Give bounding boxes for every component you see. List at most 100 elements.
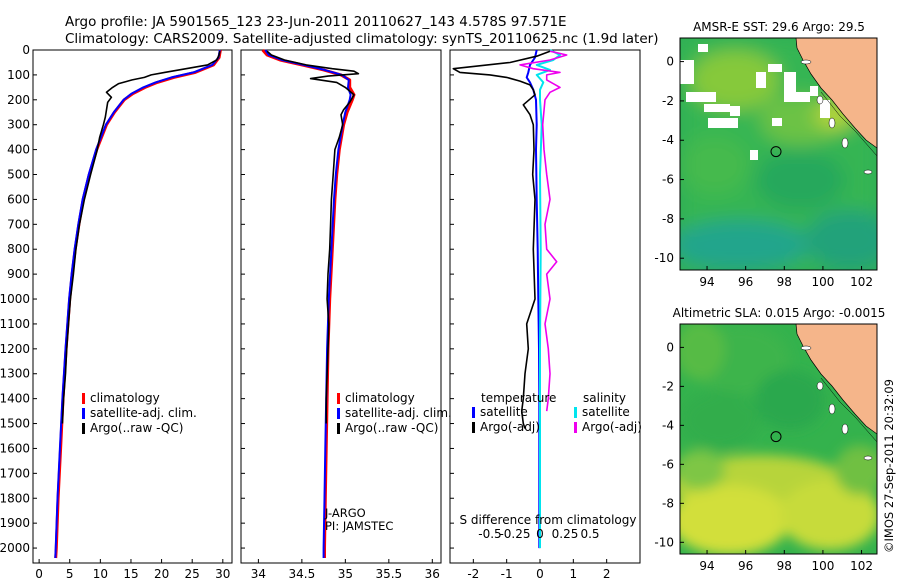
x-tick-label: 10 xyxy=(93,567,108,580)
j-argo-label: J-ARGO xyxy=(324,506,366,520)
depth-tick-label: 800 xyxy=(7,242,30,256)
x-tick-label: 0 xyxy=(536,567,544,580)
latitude-tick-label: -8 xyxy=(662,212,674,226)
longitude-tick-label: 102 xyxy=(850,559,873,573)
latitude-tick-label: -6 xyxy=(662,457,674,471)
series-line-climatology xyxy=(54,49,222,559)
depth-tick-label: 2000 xyxy=(0,541,30,555)
legend-swatch xyxy=(337,423,340,434)
x-tick-label: 30 xyxy=(215,567,230,580)
x-tick-label: 36 xyxy=(425,567,440,580)
plot-frame xyxy=(449,49,641,564)
depth-tick-label: 300 xyxy=(7,118,30,132)
legend-entry: satellite-adj. clim. xyxy=(345,406,452,420)
legend-swatch xyxy=(574,407,577,418)
legend-swatch xyxy=(574,422,577,433)
s-tick-label: 0 xyxy=(536,527,544,541)
depth-tick-label: 1200 xyxy=(0,342,30,356)
sst-map-title: AMSR-E SST: 29.6 Argo: 29.5 xyxy=(693,20,865,34)
map-frame xyxy=(679,323,878,555)
argo-position-marker xyxy=(770,431,782,443)
depth-tick-label: 1900 xyxy=(0,516,30,530)
legend-swatch xyxy=(472,407,475,418)
latitude-tick-label: -2 xyxy=(662,94,674,108)
legend-header: temperature xyxy=(481,391,556,405)
longitude-tick-label: 94 xyxy=(699,275,714,289)
x-tick-label: 5 xyxy=(66,567,74,580)
legend-entry: satellite-adj. clim. xyxy=(90,406,197,420)
s-axis-label: S difference from climatology xyxy=(460,513,637,527)
legend-entry: climatology xyxy=(345,391,415,405)
imos-timestamp-label: ©IMOS 27-Sep-2011 20:32:09 xyxy=(882,379,896,553)
longitude-tick-label: 94 xyxy=(699,559,714,573)
legend-entry: satellite xyxy=(480,405,528,419)
legend-entry: Argo(..raw -QC) xyxy=(90,421,183,435)
legend-entry: Argo(-adj) xyxy=(582,420,642,434)
x-tick-label: 1 xyxy=(570,567,578,580)
depth-tick-label: 0 xyxy=(22,43,30,57)
series-line-argo-raw-qc- xyxy=(266,50,360,424)
series-line-temperature-argo-adj- xyxy=(452,50,551,429)
header-line-1: Argo profile: JA 5901565_123 23-Jun-2011… xyxy=(65,14,567,30)
sla-map-title: Altimetric SLA: 0.015 Argo: -0.0015 xyxy=(673,306,886,320)
latitude-tick-label: -8 xyxy=(662,496,674,510)
series-line-salinity-satellite xyxy=(535,49,561,549)
map-frame xyxy=(679,37,878,271)
legend-header: salinity xyxy=(583,391,626,405)
pi-jamstec-label: PI: JAMSTEC xyxy=(325,519,393,533)
x-tick-label: 35.5 xyxy=(375,567,402,580)
header-line-2: Climatology: CARS2009. Satellite-adjuste… xyxy=(65,31,658,47)
s-tick-label: -0.5 xyxy=(478,527,501,541)
longitude-tick-label: 98 xyxy=(777,275,792,289)
legend-entry: satellite xyxy=(582,405,630,419)
s-tick-label: 0.5 xyxy=(580,527,599,541)
x-tick-label: 25 xyxy=(185,567,200,580)
legend-entry: Argo(-adj) xyxy=(480,420,540,434)
latitude-tick-label: 0 xyxy=(666,55,674,69)
depth-tick-label: 500 xyxy=(7,168,30,182)
depth-tick-label: 1800 xyxy=(0,491,30,505)
x-tick-label: -1 xyxy=(501,567,513,580)
legend-swatch xyxy=(82,393,85,404)
series-line-argo-raw-qc- xyxy=(61,51,221,424)
longitude-tick-label: 96 xyxy=(738,275,753,289)
depth-tick-label: 200 xyxy=(7,93,30,107)
depth-tick-label: 1300 xyxy=(0,367,30,381)
series-line-satellite-adj-clim- xyxy=(264,49,352,558)
x-tick-label: 0 xyxy=(35,567,43,580)
sla-map-axes: 94 96 98 100 102 0 -2 -4 -6 -8 -10 xyxy=(654,323,878,573)
longitude-tick-label: 102 xyxy=(850,275,873,289)
depth-tick-label: 400 xyxy=(7,143,30,157)
depth-tick-label: 700 xyxy=(7,217,30,231)
latitude-tick-label: -2 xyxy=(662,379,674,393)
s-tick-label: -0.25 xyxy=(499,527,530,541)
depth-tick-label: 900 xyxy=(7,267,30,281)
series-line-salinity-argo-adj- xyxy=(519,50,568,412)
legend-swatch xyxy=(337,408,340,419)
depth-tick-label: 1500 xyxy=(0,417,30,431)
plot-frame xyxy=(240,49,442,564)
argo-position-marker xyxy=(770,146,782,158)
longitude-tick-label: 100 xyxy=(811,275,834,289)
x-tick-label: 35 xyxy=(338,567,353,580)
x-tick-label: 34 xyxy=(251,567,266,580)
legend-swatch xyxy=(472,422,475,433)
legend-swatch xyxy=(82,408,85,419)
x-tick-label: 34.5 xyxy=(289,567,316,580)
latitude-tick-label: -4 xyxy=(662,418,674,432)
sumatra-land-shape xyxy=(795,38,877,149)
plot-frame xyxy=(32,49,233,564)
latitude-tick-label: 0 xyxy=(666,340,674,354)
temperature-profile-panel: 0100200300400500600700800900100011001200… xyxy=(0,43,233,580)
series-line-climatology xyxy=(261,49,356,558)
x-tick-label: -2 xyxy=(467,567,479,580)
depth-tick-label: 1600 xyxy=(0,441,30,455)
x-tick-label: 15 xyxy=(123,567,138,580)
longitude-tick-label: 100 xyxy=(811,559,834,573)
legend-entry: climatology xyxy=(90,391,160,405)
latitude-tick-label: -6 xyxy=(662,173,674,187)
series-line-satellite-adj-clim- xyxy=(54,49,221,559)
latitude-tick-label: -10 xyxy=(654,251,674,265)
depth-tick-label: 1000 xyxy=(0,292,30,306)
